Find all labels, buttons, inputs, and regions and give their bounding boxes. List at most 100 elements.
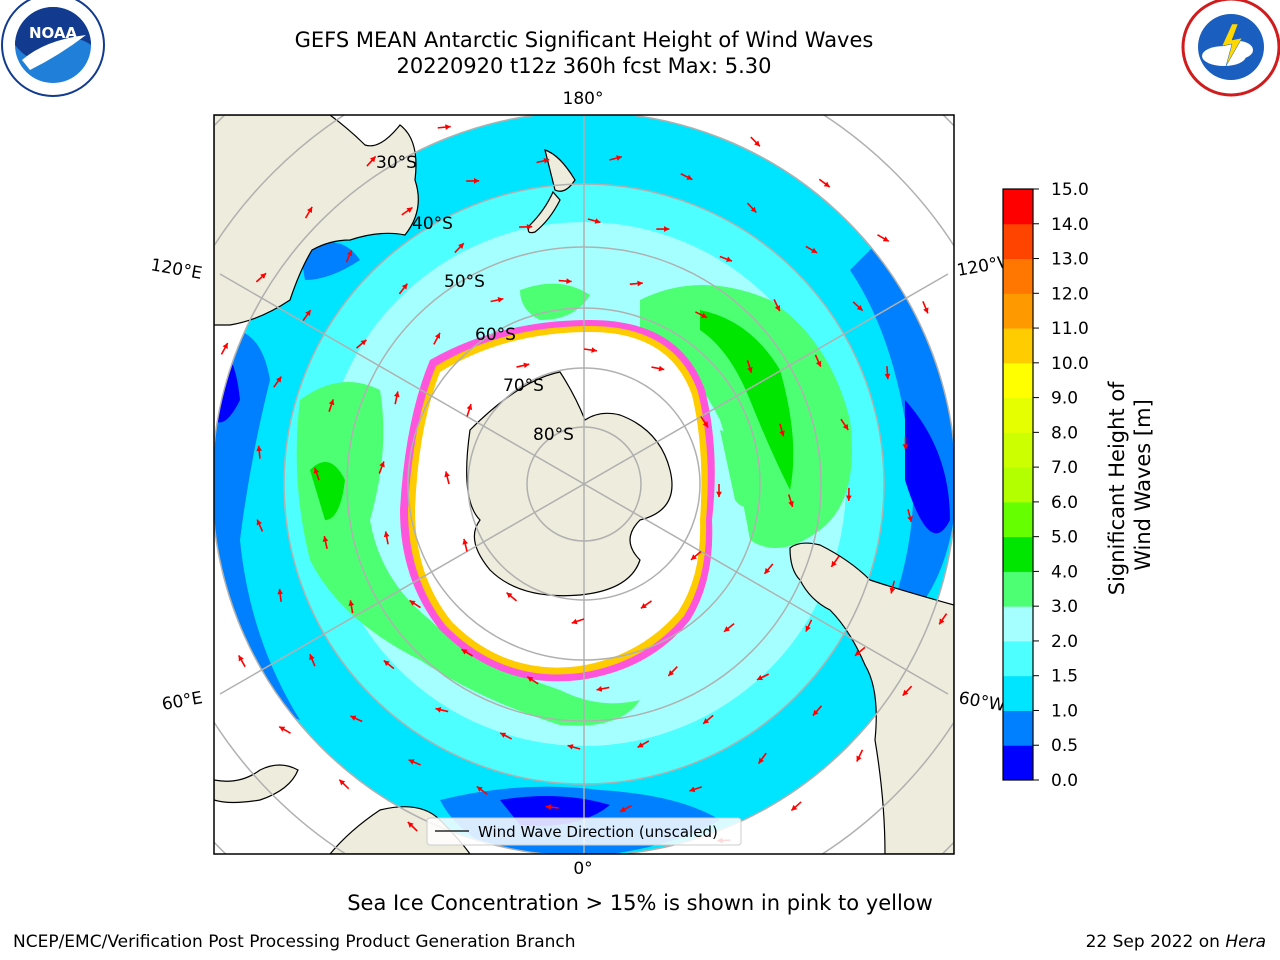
wave-arrow-head [923, 307, 929, 314]
colorbar-tick-label: 0.5 [1051, 736, 1078, 756]
australia-landmass [214, 115, 419, 326]
wave-arrow-head [758, 757, 764, 764]
wave-arrow-head [466, 404, 473, 410]
colorbar-swatch [1003, 189, 1033, 225]
wave-arrow-head [690, 554, 697, 560]
wave-arrow-head [889, 587, 896, 594]
colorbar-swatch [1003, 293, 1033, 329]
lon-label-60w: 60°W [957, 688, 1007, 716]
lat-label-80s: 80°S [533, 425, 574, 445]
wave-arrow-head [774, 305, 781, 312]
colorbar-tick-label: 11.0 [1051, 319, 1089, 339]
colorbar-tick-label: 13.0 [1051, 250, 1089, 270]
graticule [214, 115, 954, 854]
colorbar-tick-label: 3.0 [1051, 597, 1078, 617]
wave-arrow-head [664, 226, 670, 232]
wave-arrow-head [594, 218, 601, 224]
wave-arrow-head [779, 430, 785, 437]
wave-arrow-head [256, 445, 263, 452]
wave-arrow-head [854, 650, 861, 656]
chart-subtitle: 20220920 t12z 360h fcst Max: 5.30 [396, 54, 772, 78]
footer-date: 22 Sep 2022 on Hera [1086, 932, 1266, 952]
chart-title: GEFS MEAN Antarctic Significant Height o… [294, 28, 874, 52]
lon-label-180: 180° [563, 89, 604, 109]
wave-arrow-head [764, 567, 771, 574]
wave-arrow-head [407, 822, 414, 828]
colorbar-swatch [1003, 467, 1033, 503]
wave-arrow-head [823, 181, 830, 188]
wave-arrow-head [369, 156, 376, 163]
wave-arrow-head [750, 206, 757, 213]
wave-arrow-head [506, 592, 513, 599]
wave-arrow-head [445, 124, 451, 130]
wave-arrow-head [523, 362, 530, 369]
wave-arrow-head [689, 786, 696, 793]
wave-arrow-head [306, 206, 313, 213]
map-frame [213, 114, 955, 855]
lat-label-60s: 60°S [475, 325, 516, 345]
lon-label-120e: 120°E [149, 255, 203, 284]
sea-ice-note: Sea Ice Concentration > 15% is shown in … [347, 891, 933, 915]
wave-arrow-head [723, 626, 730, 632]
wave-arrow-head [476, 786, 483, 792]
nws-logo [1181, 0, 1280, 97]
wave-arrow-head [726, 256, 732, 262]
wave-arrow-head [435, 706, 442, 713]
wave-arrow-head [884, 373, 891, 380]
wave-arrow-head [907, 516, 913, 522]
colorbar-tick-label: 6.0 [1051, 493, 1078, 513]
new-zealand-north [544, 149, 576, 192]
wave-arrow-head [902, 689, 909, 696]
wave-arrow-head [545, 804, 552, 810]
colorbar-tick-label: 15.0 [1051, 180, 1089, 200]
wave-arrow-head [856, 755, 862, 762]
wave-arrow-head [701, 312, 708, 318]
wave-arrow-head [640, 603, 647, 609]
wave-arrow-head [882, 236, 889, 242]
wave-arrow-head [313, 467, 320, 474]
wave-arrow-head [339, 779, 346, 786]
wave-arrow-head [309, 654, 315, 661]
wave-arrow-head [409, 600, 416, 606]
wave-arrow-head [791, 804, 798, 811]
wave-arrow-head [277, 588, 284, 595]
wave-arrow-head [811, 247, 818, 253]
wave-arrow-head [815, 360, 822, 367]
colorbar-tick-label: 10.0 [1051, 354, 1089, 374]
wave-arrow-head [275, 376, 282, 383]
colorbar-tick-label: 7.0 [1051, 458, 1078, 478]
wave-arrow-head [458, 243, 464, 249]
lat-label-40s: 40°S [412, 214, 453, 234]
wave-arrow-head [526, 223, 533, 230]
colorbar-tick-label: 14.0 [1051, 215, 1089, 235]
colorbar-tick-label: 8.0 [1051, 423, 1078, 443]
wave-arrow-head [637, 742, 644, 748]
madagascar-landmass [214, 764, 299, 804]
wave-arrow-head [434, 332, 441, 339]
noaa-logo-text: NOAA [29, 24, 78, 42]
wave-arrow-head [596, 686, 603, 692]
new-zealand-south [527, 190, 561, 234]
wave-arrow-head [360, 339, 367, 346]
wave-arrow-head [668, 670, 675, 676]
wave-arrow-head [497, 297, 504, 303]
wave-arrow-head [788, 500, 794, 507]
wave-arrow-head [322, 536, 329, 542]
colorbar: 0.0 0.5 1.0 1.5 2.0 3.0 4.0 5.0 6.0 7.0 8.0 9.0 10.0… [1002, 180, 1089, 791]
wave-arrow-head [256, 519, 262, 526]
colorbar-tick-label: 4.0 [1051, 562, 1078, 582]
wave-arrow-head [754, 140, 760, 147]
wave-arrow-head [260, 273, 267, 279]
footer-credit: NCEP/EMC/Verification Post Processing Pr… [13, 932, 576, 952]
colorbar-tick-label: 0.0 [1051, 771, 1078, 791]
colorbar-tick-label: 9.0 [1051, 389, 1078, 409]
wave-arrow-head [406, 207, 413, 213]
wave-arrow-head [619, 806, 626, 812]
wave-arrow-head [461, 649, 468, 655]
wave-arrow-head [350, 715, 357, 721]
wave-arrow-head [747, 366, 753, 373]
wave-arrow-head [473, 178, 480, 184]
wave-arrow-head [805, 625, 811, 632]
colorbar-tick-label: 1.5 [1051, 667, 1078, 687]
wave-arrow-head [566, 278, 572, 284]
